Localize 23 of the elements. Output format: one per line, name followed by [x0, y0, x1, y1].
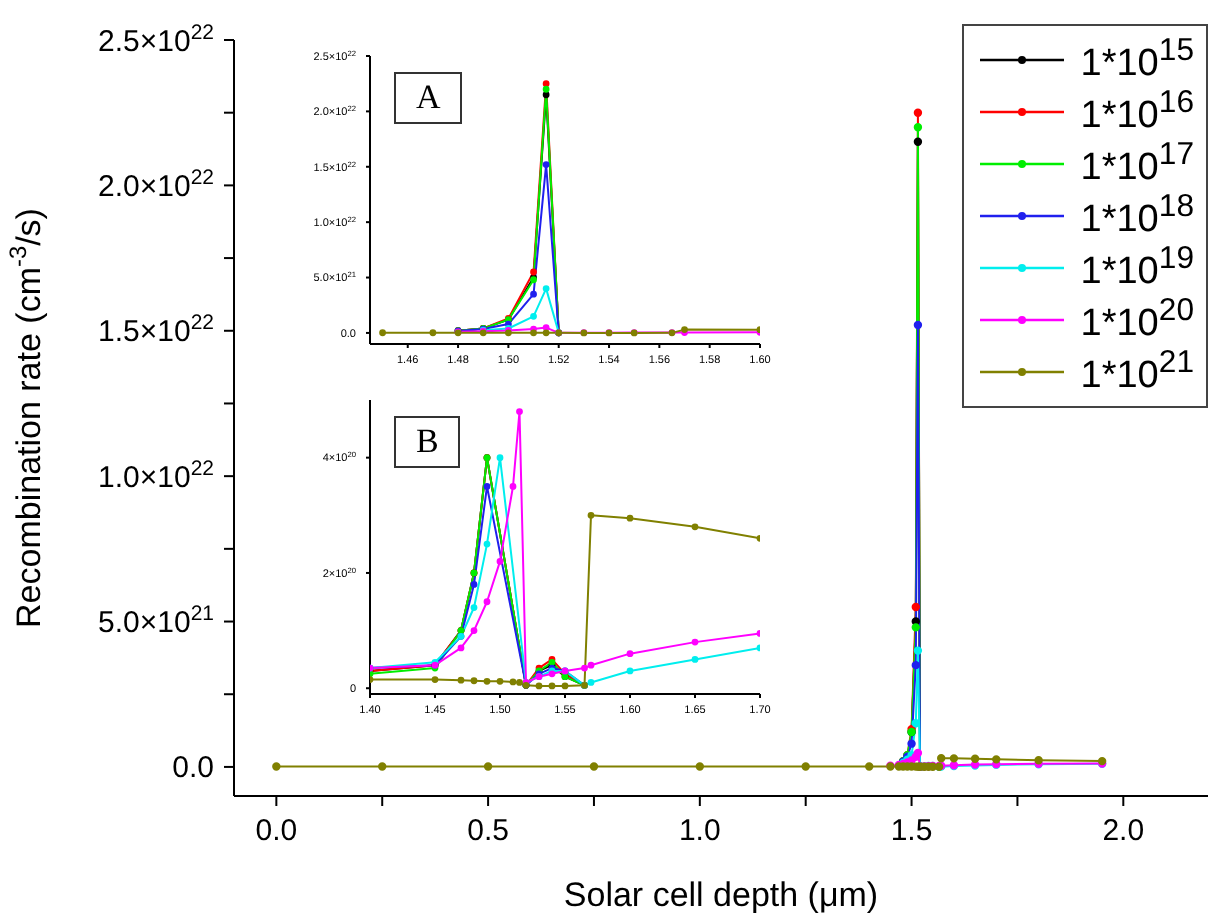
- x-tick-label: 0.0: [255, 814, 298, 848]
- label-box: A: [394, 72, 463, 124]
- y-tick-label: 0.0: [172, 751, 214, 786]
- legend-label: 1*10$^{21}$: [1080, 345, 1194, 397]
- annotation: A: [416, 78, 441, 116]
- y-tick-label: 1.5×10$^{22}$: [98, 311, 215, 350]
- legend-label: 1*10$^{20}$: [1080, 293, 1194, 345]
- legend-label: 1*10$^{19}$: [1080, 241, 1194, 293]
- x-tick-label: 1.0: [678, 814, 721, 848]
- legend-label: 1*10$^{17}$: [1080, 137, 1194, 189]
- y-tick-label: 2.0×10$^{22}$: [98, 165, 215, 204]
- x-axis-title: Solar cell depth (μm): [563, 876, 879, 914]
- legend-label: 1*10$^{18}$: [1080, 189, 1194, 241]
- annotation: B: [416, 422, 439, 460]
- x-tick-label: 2.0: [1102, 814, 1145, 848]
- y-tick-label: 2.5×10$^{22}$: [98, 20, 215, 59]
- legend-label: 1*10$^{15}$: [1080, 33, 1194, 85]
- x-tick-label: 0.5: [467, 814, 509, 848]
- label-box: B: [394, 416, 461, 468]
- y-tick-label: 5.0×10$^{21}$: [98, 602, 215, 641]
- x-tick-label: 1.5: [890, 814, 933, 848]
- legend-label: 1*10$^{16}$: [1080, 85, 1194, 137]
- y-tick-label: 1.0×10$^{22}$: [98, 456, 215, 495]
